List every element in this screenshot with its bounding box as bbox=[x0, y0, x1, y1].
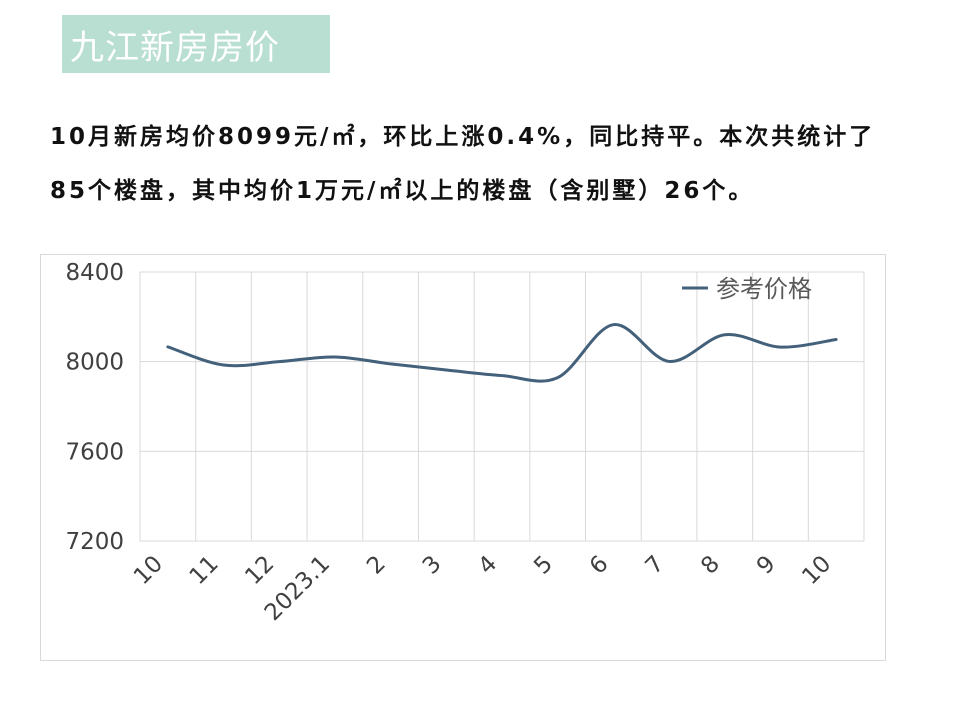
x-tick-label: 5 bbox=[529, 551, 558, 580]
page-title: 九江新房房价 bbox=[70, 27, 280, 68]
x-tick-label: 4 bbox=[474, 551, 503, 580]
series-line bbox=[166, 323, 838, 383]
x-tick-label: 2 bbox=[362, 551, 391, 580]
x-tick-label: 3 bbox=[418, 551, 447, 580]
x-tick-label: 11 bbox=[185, 551, 224, 590]
chart-frame bbox=[40, 254, 886, 661]
legend-label: 参考价格 bbox=[716, 275, 812, 303]
y-tick-label: 7200 bbox=[65, 529, 124, 555]
x-tick-label: 10 bbox=[797, 551, 836, 590]
x-tick-label: 8 bbox=[696, 551, 725, 580]
y-tick-label: 8000 bbox=[65, 350, 124, 376]
y-tick-label: 8400 bbox=[65, 260, 124, 286]
summary-paragraph: 10月新房均价8099元/㎡，环比上涨0.4%，同比持平。本次共统计了85个楼盘… bbox=[50, 124, 876, 204]
x-tick-label: 9 bbox=[752, 551, 781, 580]
x-tick-label: 10 bbox=[129, 551, 168, 590]
y-tick-label: 7600 bbox=[65, 439, 124, 465]
x-tick-label: 7 bbox=[641, 551, 670, 580]
x-tick-label: 12 bbox=[240, 551, 279, 590]
x-tick-label: 6 bbox=[585, 551, 614, 580]
title-banner: 九江新房房价 bbox=[62, 15, 330, 73]
